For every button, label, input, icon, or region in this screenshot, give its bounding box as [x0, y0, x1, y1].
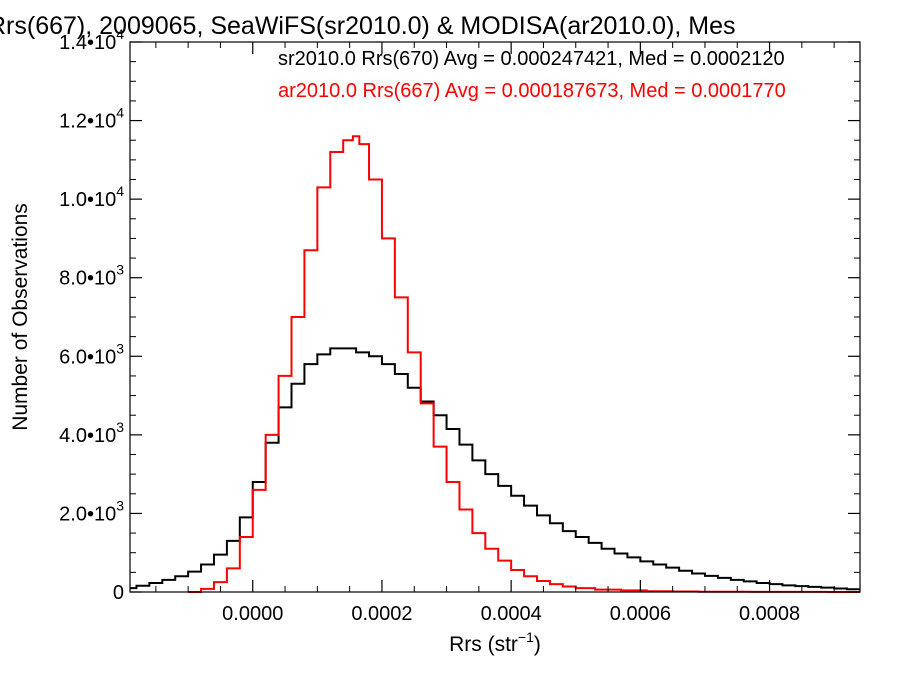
x-tick-label-1: 0.0002: [351, 603, 412, 625]
series-line-0: [130, 347, 860, 591]
y-tick-label-6: 1.2•104: [59, 105, 124, 133]
series-line-1: [188, 135, 860, 593]
y-tick-label-0: 0: [113, 582, 124, 604]
x-tick-label-4: 0.0008: [739, 603, 800, 625]
annotation-ar2010: ar2010.0 Rrs(667) Avg = 0.000187673, Med…: [278, 80, 786, 102]
y-tick-label-1: 2.0•103: [59, 497, 124, 525]
x-tick-label-0: 0.0000: [222, 603, 283, 625]
y-tick-label-4: 8.0•103: [59, 262, 124, 290]
x-tick-label-2: 0.0004: [481, 603, 542, 625]
annotation-sr2010: sr2010.0 Rrs(670) Avg = 0.000247421, Med…: [278, 48, 785, 70]
chart-title: Rrs(667), 2009065, SeaWiFS(sr2010.0) & M…: [0, 12, 736, 40]
x-tick-label-3: 0.0006: [610, 603, 671, 625]
y-axis-label: Number of Observations: [9, 203, 32, 431]
y-tick-label-7: 1.4•104: [59, 26, 124, 54]
y-tick-label-5: 1.0•104: [59, 183, 124, 211]
x-axis-label: Rrs (str−1): [449, 629, 541, 656]
y-tick-label-2: 4.0•103: [59, 419, 124, 447]
y-tick-label-3: 6.0•103: [59, 340, 124, 368]
